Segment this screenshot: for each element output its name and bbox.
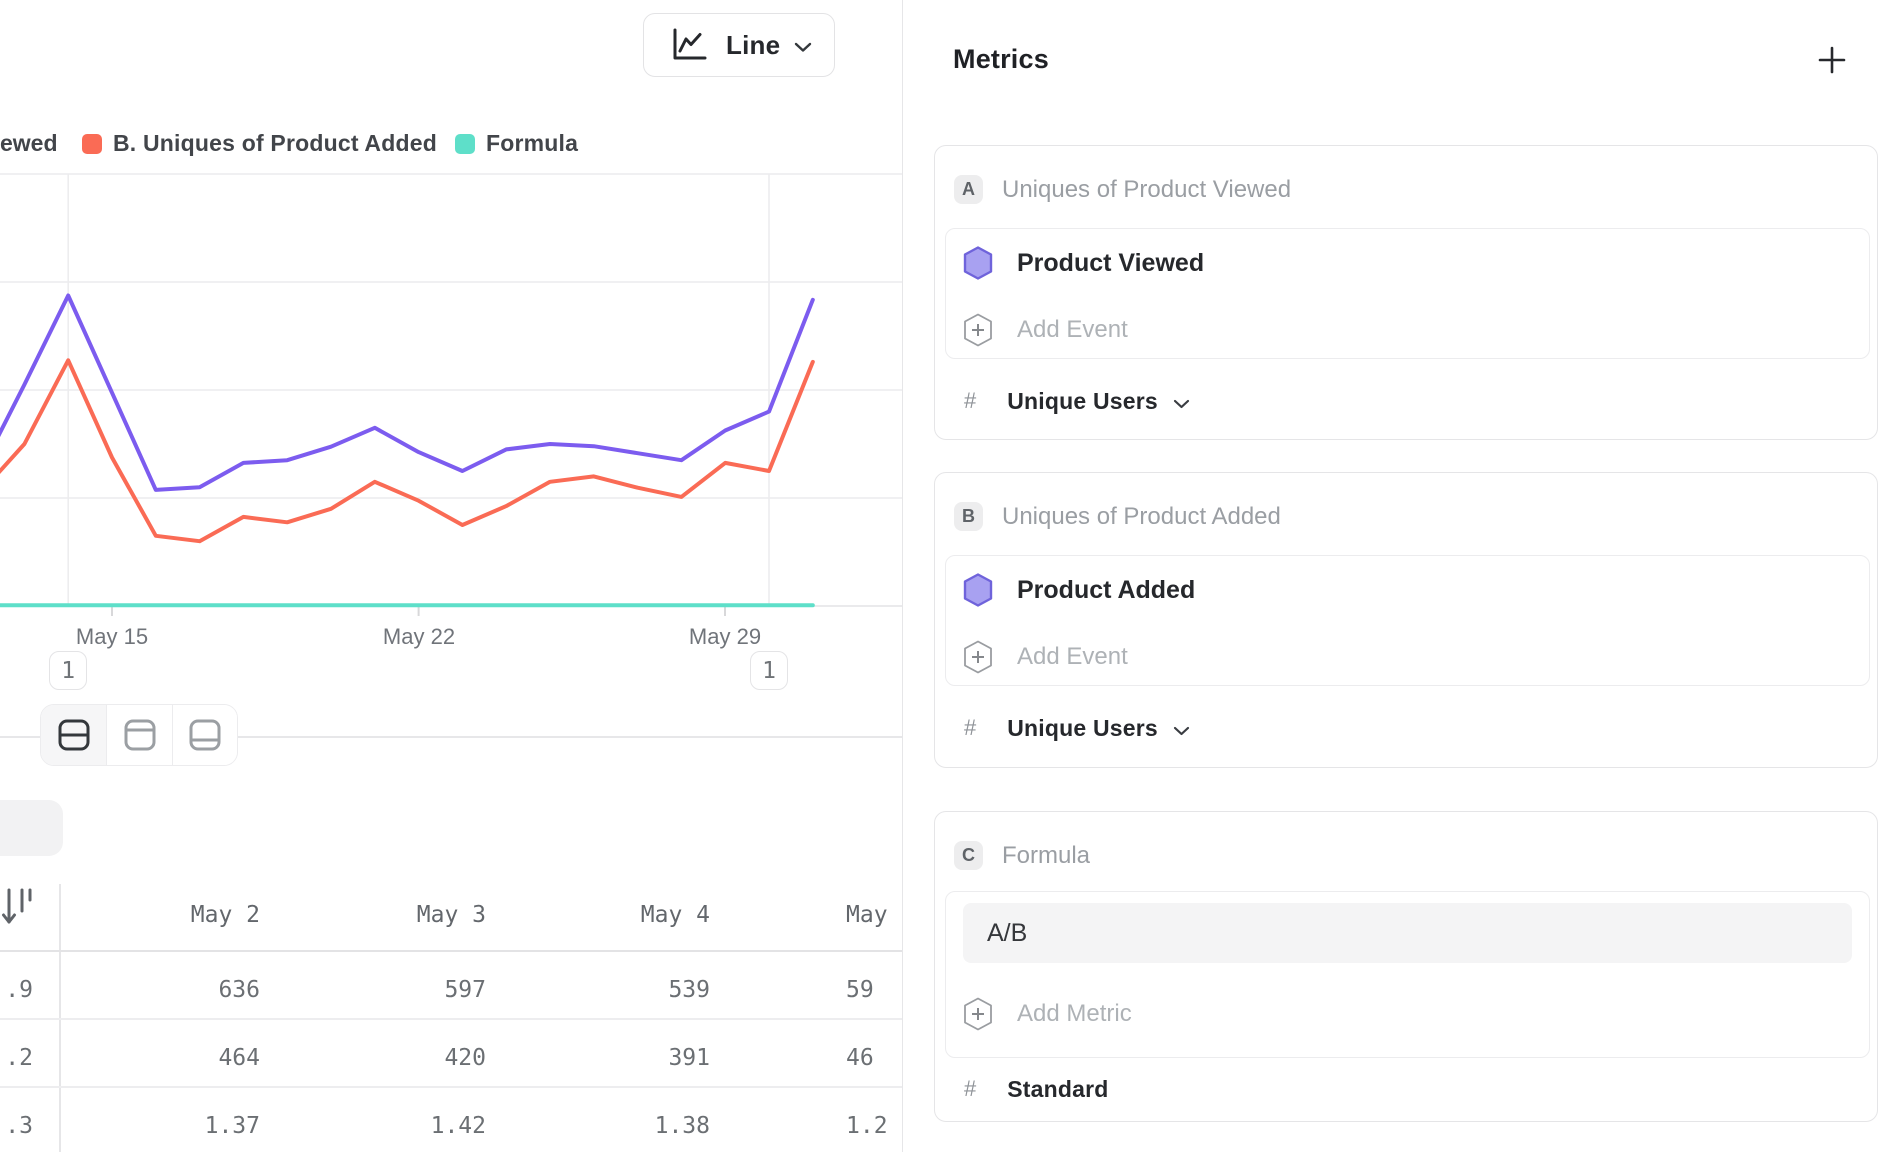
event-row-product-added[interactable]: Product Added <box>963 572 1195 608</box>
hash-icon: # <box>964 715 977 740</box>
table-header-may3[interactable]: May 3 <box>416 902 486 928</box>
metric-title[interactable]: Formula <box>1002 842 1091 869</box>
table-cell: 1.37 <box>204 1113 260 1139</box>
measure-selector[interactable]: # Unique Users <box>964 714 1190 742</box>
metric-card-c: C Formula A/B Add Metric # Standard <box>934 811 1878 1122</box>
line-chart <box>0 173 902 616</box>
product-added-series-line <box>0 358 815 544</box>
event-row-product-viewed[interactable]: Product Viewed <box>963 245 1204 281</box>
legend-swatch-formula <box>455 133 475 154</box>
metrics-panel: Metrics A Uniques of Product Viewed Prod… <box>902 0 1898 1152</box>
measure-selector[interactable]: # Unique Users <box>964 387 1190 415</box>
add-event-button[interactable]: Add Event <box>963 639 1128 675</box>
chevron-down-icon <box>1173 399 1190 408</box>
table-cell: 1.42 <box>430 1113 486 1139</box>
section-divider <box>0 736 902 738</box>
view-toggle-table-only[interactable] <box>171 705 237 765</box>
legend-label: B. Uniques of Product Added <box>113 130 437 156</box>
view-toggle-group <box>40 704 238 766</box>
formula-input[interactable]: A/B <box>963 903 1852 963</box>
hash-icon: # <box>964 388 977 413</box>
annotation-badge[interactable]: 1 <box>750 651 788 690</box>
gridlines <box>0 173 902 607</box>
chevron-down-icon <box>795 42 812 52</box>
chart-type-label: Line <box>726 29 781 60</box>
annotation-badge[interactable]: 1 <box>49 651 88 690</box>
table-cell-clipped: 59 <box>846 977 874 1003</box>
add-event-button[interactable]: Add Event <box>963 312 1128 348</box>
line-chart-icon <box>673 28 707 60</box>
sort-descending-icon[interactable] <box>0 884 34 930</box>
measure-label: Standard <box>1007 1075 1109 1102</box>
measure-selector[interactable]: # Standard <box>964 1075 1109 1103</box>
table-cell: 391 <box>668 1045 710 1071</box>
measure-label: Unique Users <box>1007 714 1158 741</box>
view-toggle-chart-only[interactable] <box>106 705 172 765</box>
table-header-underline <box>0 950 902 952</box>
metric-card-b: B Uniques of Product Added Product Added… <box>934 472 1878 768</box>
table-cell: 420 <box>444 1045 486 1071</box>
event-name: Product Viewed <box>1017 248 1205 277</box>
event-name: Product Added <box>1017 575 1196 604</box>
event-block: Product Added Add Event <box>945 555 1870 686</box>
legend-item-added[interactable]: B. Uniques of Product Added <box>82 130 437 157</box>
table-cell: 1.38 <box>654 1113 710 1139</box>
add-hexagon-icon <box>964 997 992 1031</box>
chart-type-dropdown[interactable]: Line <box>643 13 835 77</box>
metric-badge-a: A <box>954 175 983 204</box>
table-cell-frozen: .9 <box>5 977 33 1003</box>
annotation-lines <box>67 174 770 606</box>
chart-section: Line ewed B. Uniques of Product Added Fo… <box>0 0 902 1152</box>
chart-only-icon <box>124 719 155 751</box>
legend-swatch-added <box>82 133 102 154</box>
product-viewed-series-line <box>0 293 815 492</box>
table-cell: 597 <box>444 977 486 1003</box>
metric-card-a: A Uniques of Product Viewed Product View… <box>934 145 1878 440</box>
panel-title: Metrics <box>953 44 1049 74</box>
add-metric-plus-icon[interactable] <box>1817 45 1847 75</box>
table-cell-clipped: 46 <box>846 1045 874 1071</box>
clipped-pill-button[interactable] <box>0 800 63 856</box>
event-block: Product Viewed Add Event <box>945 228 1870 359</box>
table-header-may4[interactable]: May 4 <box>640 902 710 928</box>
measure-label: Unique Users <box>1007 387 1158 414</box>
table-cell: 539 <box>668 977 710 1003</box>
view-toggle-split[interactable] <box>41 705 107 765</box>
hash-icon: # <box>964 1076 977 1101</box>
table-cell: 464 <box>218 1045 260 1071</box>
table-cell-frozen: .2 <box>5 1045 33 1071</box>
formula-block: A/B Add Metric <box>945 891 1870 1058</box>
event-hexagon-icon <box>963 246 993 280</box>
table-cell-frozen: .3 <box>5 1113 33 1139</box>
table-only-icon <box>189 719 221 751</box>
table-cell: 636 <box>218 977 260 1003</box>
metric-title[interactable]: Uniques of Product Viewed <box>1002 176 1292 203</box>
x-axis-label: May 29 <box>688 624 762 649</box>
table-header-may2[interactable]: May 2 <box>190 902 260 928</box>
axis-ticks <box>111 606 726 616</box>
add-metric-label: Add Metric <box>1017 1000 1132 1027</box>
add-event-label: Add Event <box>1017 643 1128 670</box>
legend-label: Formula <box>486 130 579 156</box>
split-view-icon <box>58 719 90 751</box>
table-row-divider <box>0 1086 902 1088</box>
legend-item-formula[interactable]: Formula <box>455 130 578 157</box>
event-hexagon-icon <box>963 573 993 607</box>
table-cell-clipped: 1.2 <box>846 1113 888 1139</box>
table-header-clipped[interactable]: May <box>846 902 888 928</box>
x-axis-label: May 15 <box>75 624 149 649</box>
metric-badge-b: B <box>954 502 983 531</box>
add-metric-button[interactable]: Add Metric <box>963 996 1132 1032</box>
metric-badge-c: C <box>954 841 983 870</box>
legend-item-viewed-clipped[interactable]: ewed <box>0 130 58 156</box>
table-row-divider <box>0 1018 902 1020</box>
add-hexagon-icon <box>964 313 992 347</box>
metric-title[interactable]: Uniques of Product Added <box>1002 503 1281 530</box>
chevron-down-icon <box>1173 726 1190 735</box>
add-hexagon-icon <box>964 640 992 674</box>
add-event-label: Add Event <box>1017 316 1128 343</box>
x-axis-label: May 22 <box>382 624 456 649</box>
